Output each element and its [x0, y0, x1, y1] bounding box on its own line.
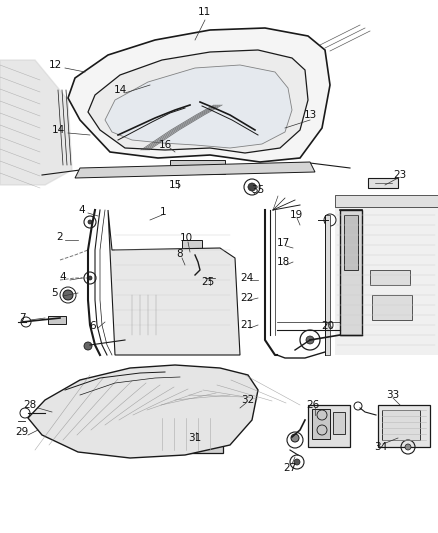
Circle shape	[192, 93, 198, 98]
Polygon shape	[88, 50, 308, 153]
Text: 18: 18	[276, 257, 290, 267]
Bar	[340, 210, 362, 335]
Text: 32: 32	[241, 395, 254, 405]
Bar	[162, 420, 190, 448]
Polygon shape	[0, 60, 72, 185]
Polygon shape	[335, 195, 438, 207]
Circle shape	[88, 276, 92, 280]
Text: 24: 24	[240, 273, 254, 283]
Bar	[333, 412, 345, 434]
Text: 25: 25	[201, 277, 215, 287]
Text: 10: 10	[180, 233, 193, 243]
Text: 21: 21	[240, 320, 254, 330]
Circle shape	[208, 90, 212, 94]
Text: 4: 4	[60, 272, 66, 282]
Text: 34: 34	[374, 442, 388, 452]
Bar	[178, 108, 200, 128]
Bar	[125, 288, 205, 343]
Text: 1: 1	[160, 207, 166, 217]
Text: 8: 8	[177, 249, 184, 259]
Circle shape	[114, 134, 122, 142]
Text: 7: 7	[19, 313, 25, 323]
Bar	[193, 423, 218, 445]
Bar	[48, 316, 66, 324]
Bar	[45, 405, 67, 423]
Text: 19: 19	[290, 210, 303, 220]
Polygon shape	[28, 365, 258, 458]
Text: 5: 5	[52, 288, 58, 298]
Polygon shape	[75, 162, 315, 178]
Circle shape	[88, 220, 92, 224]
Bar	[130, 293, 165, 338]
Bar	[378, 405, 430, 447]
Bar	[308, 405, 350, 447]
Text: 31: 31	[188, 433, 201, 443]
Bar	[312, 409, 330, 439]
Bar	[182, 240, 202, 255]
Text: 28: 28	[23, 400, 37, 410]
Text: 16: 16	[159, 140, 172, 150]
Circle shape	[248, 183, 256, 191]
Text: 2: 2	[57, 232, 64, 242]
Polygon shape	[105, 65, 292, 148]
Text: 29: 29	[15, 427, 28, 437]
Text: 14: 14	[51, 125, 65, 135]
Circle shape	[294, 459, 300, 465]
Bar	[202, 108, 222, 128]
Text: 11: 11	[198, 7, 211, 17]
Bar	[344, 215, 358, 270]
Circle shape	[243, 402, 247, 408]
Circle shape	[192, 135, 198, 141]
Bar	[370, 270, 410, 285]
Polygon shape	[335, 205, 438, 355]
Polygon shape	[108, 210, 240, 355]
Bar	[372, 295, 412, 320]
Polygon shape	[68, 28, 330, 162]
Text: 15: 15	[168, 180, 182, 190]
Text: 17: 17	[276, 238, 290, 248]
Text: 13: 13	[304, 110, 317, 120]
Text: 22: 22	[240, 293, 254, 303]
Circle shape	[189, 249, 201, 261]
Circle shape	[208, 138, 212, 142]
Text: 35: 35	[251, 185, 265, 195]
Circle shape	[405, 444, 411, 450]
Polygon shape	[325, 215, 330, 355]
Circle shape	[84, 342, 92, 350]
Text: 26: 26	[306, 400, 320, 410]
Bar	[368, 178, 398, 188]
Text: 27: 27	[283, 463, 297, 473]
Circle shape	[215, 146, 220, 150]
Circle shape	[221, 108, 229, 116]
Bar	[382, 410, 420, 440]
Bar	[158, 415, 223, 453]
Circle shape	[151, 116, 159, 124]
Text: 23: 23	[393, 170, 406, 180]
Text: 4: 4	[79, 205, 85, 215]
Circle shape	[254, 124, 262, 132]
Text: 20: 20	[321, 321, 335, 331]
Bar	[175, 105, 225, 150]
Circle shape	[306, 336, 314, 344]
Circle shape	[63, 290, 73, 300]
Text: 33: 33	[386, 390, 399, 400]
Bar	[170, 160, 225, 174]
Circle shape	[291, 434, 299, 442]
Bar	[168, 298, 198, 336]
Text: 6: 6	[90, 321, 96, 331]
Text: 14: 14	[113, 85, 127, 95]
Text: 12: 12	[48, 60, 62, 70]
